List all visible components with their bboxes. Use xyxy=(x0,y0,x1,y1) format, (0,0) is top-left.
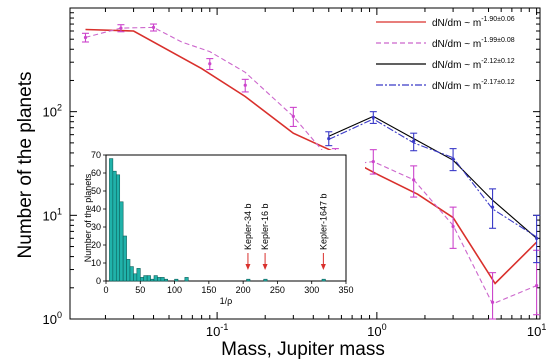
data-point xyxy=(327,136,331,141)
inset-y-tick-label: 50 xyxy=(91,186,101,196)
histogram-bar xyxy=(122,235,127,282)
histogram-bar xyxy=(150,278,155,282)
inset-background xyxy=(83,150,365,310)
y-axis-title: Number of the planets xyxy=(15,72,36,259)
annotation-label: Kepler-1647 b xyxy=(318,193,328,250)
data-point xyxy=(412,139,416,143)
annotation-arrow-head xyxy=(245,264,251,270)
legend-label: dN/dm ~ m-2.12±0.12 xyxy=(432,58,515,71)
histogram-bar xyxy=(163,278,169,282)
histogram-bar xyxy=(263,278,268,282)
inset-x-tick-label: 0 xyxy=(103,285,108,295)
histogram-bar xyxy=(129,266,134,282)
main-data-markers xyxy=(81,23,541,320)
inset-x-tick-label: 100 xyxy=(167,285,182,295)
histogram-bar xyxy=(246,278,251,282)
inset-x-tick-label: 150 xyxy=(201,285,216,295)
histogram-bar xyxy=(143,275,148,282)
y-tick-label: 101 xyxy=(43,206,62,223)
inset-histogram: 0 50 100 150 200 250 300 350 0 10 20 30 40 50 60 70 Kep… xyxy=(83,150,365,310)
inset-y-tick-label: 60 xyxy=(91,168,101,178)
histogram-bar xyxy=(146,275,151,282)
data-point xyxy=(535,283,539,288)
inset-y-tick-label: 20 xyxy=(91,240,101,250)
histogram-bar xyxy=(160,277,165,282)
y-tick-label: 100 xyxy=(43,310,62,327)
data-point xyxy=(412,178,416,182)
histogram-bar xyxy=(133,273,138,282)
series-line-3 xyxy=(328,115,537,239)
data-point xyxy=(490,205,495,209)
inset-x-tick-label: 350 xyxy=(338,285,353,295)
inset-x-tick-label: 250 xyxy=(270,285,285,295)
x-tick-label: 101 xyxy=(527,322,546,339)
histogram-bar xyxy=(136,268,141,282)
inset-x-axis-title: 1/ρ xyxy=(220,296,233,306)
inset-bars xyxy=(109,158,326,282)
data-point xyxy=(119,26,123,30)
histogram-bar xyxy=(119,201,124,282)
inset-y-tick-label: 10 xyxy=(91,258,101,268)
data-point xyxy=(151,25,156,29)
data-point xyxy=(83,35,88,40)
annotation-arrow-head xyxy=(320,264,326,270)
inset-x-tick-label: 50 xyxy=(135,285,145,295)
x-axis-title: Mass, Jupiter mass xyxy=(221,339,385,360)
inset-y-axis-title: Number of the planets xyxy=(83,173,93,262)
histogram-bar xyxy=(321,278,326,282)
legend-label: dN/dm ~ m-1.90±0.06 xyxy=(432,16,515,29)
histogram-bar xyxy=(112,170,117,282)
inset-y-tick-label: 70 xyxy=(91,150,101,160)
data-point xyxy=(243,83,247,87)
inset-y-tick-label: 40 xyxy=(91,204,101,214)
legend-label: dN/dm ~ m-1.99±0.08 xyxy=(432,37,515,50)
data-point xyxy=(371,159,375,164)
series-line-4 xyxy=(328,118,537,238)
inset-x-tick-label: 300 xyxy=(304,285,319,295)
inset-x-tick-label: 200 xyxy=(236,285,251,295)
inset-y-tick-label: 0 xyxy=(96,276,101,286)
legend-label: dN/dm ~ m-2.17±0.12 xyxy=(432,79,515,92)
x-tick-label: 100 xyxy=(367,322,386,339)
histogram-bar xyxy=(184,277,189,282)
histogram-bar xyxy=(115,174,121,282)
data-point xyxy=(371,115,375,120)
histogram-bar xyxy=(157,277,162,282)
inset-axis-ticks: 0 50 100 150 200 250 300 350 0 10 20 30 40 50 60 70 xyxy=(91,150,354,295)
histogram-bar xyxy=(139,277,145,282)
annotation-arrow-head xyxy=(262,264,268,270)
histogram-bar xyxy=(174,278,179,282)
data-point xyxy=(291,114,295,119)
data-point xyxy=(208,62,212,66)
x-tick-label: 10-1 xyxy=(206,322,228,339)
data-point xyxy=(451,224,455,229)
main-plot-frame xyxy=(69,7,541,320)
data-point xyxy=(535,236,539,240)
inset-frame xyxy=(105,154,347,282)
inset-y-tick-label: 30 xyxy=(91,222,101,232)
histogram-bar xyxy=(109,158,114,282)
inset-annotations: Kepler-34 b Kepler-16 b Kepler-1647 b xyxy=(243,193,328,270)
histogram-bar xyxy=(153,275,158,282)
data-point xyxy=(490,300,495,304)
annotation-label: Kepler-16 b xyxy=(260,203,270,250)
annotation-label: Kepler-34 b xyxy=(243,203,253,250)
histogram-bar xyxy=(126,259,131,282)
legend: dN/dm ~ m-1.90±0.06 dN/dm ~ m-1.99±0.08 dN… xyxy=(376,16,515,92)
y-tick-label: 102 xyxy=(43,103,62,120)
data-point xyxy=(451,157,455,161)
